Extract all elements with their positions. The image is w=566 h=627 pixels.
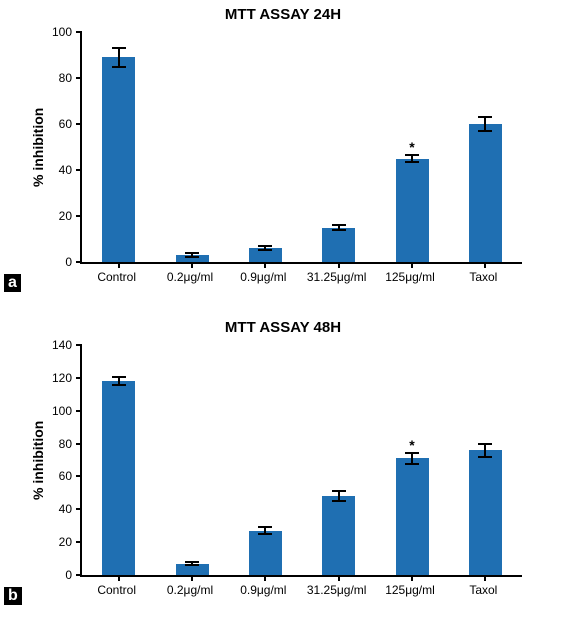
error-bar <box>118 48 120 66</box>
error-cap <box>405 463 419 465</box>
error-cap <box>478 130 492 132</box>
y-tick: 100 <box>32 24 82 40</box>
error-cap <box>185 564 199 566</box>
error-cap <box>332 490 346 492</box>
x-tick <box>338 262 340 268</box>
panel-corner-label: b <box>4 587 22 605</box>
bar <box>396 458 429 575</box>
x-tick <box>411 262 413 268</box>
y-tick: 40 <box>32 501 82 517</box>
x-tick <box>264 262 266 268</box>
bar <box>249 531 282 575</box>
x-category-label: 31.25μg/ml <box>307 270 367 284</box>
error-cap <box>478 456 492 458</box>
x-tick <box>484 575 486 581</box>
x-category-label: 0.9μg/ml <box>240 270 286 284</box>
chart-panel-a: MTT ASSAY 24H 020406080100* % inhibition Co… <box>0 0 566 313</box>
bar <box>396 159 429 263</box>
error-cap <box>112 384 126 386</box>
plot-area: 020406080100* <box>80 32 522 264</box>
x-tick <box>118 262 120 268</box>
bar <box>102 57 135 262</box>
error-cap <box>258 245 272 247</box>
y-tick: 100 <box>32 403 82 419</box>
x-category-label: 125μg/ml <box>385 583 435 597</box>
error-cap <box>332 224 346 226</box>
x-category-label: 0.9μg/ml <box>240 583 286 597</box>
error-cap <box>478 443 492 445</box>
chart-panel-b: MTT ASSAY 48H 020406080100120140* % inhibi… <box>0 313 566 627</box>
chart-title: MTT ASSAY 24H <box>0 6 566 23</box>
x-category-label: Control <box>97 583 136 597</box>
x-tick <box>264 575 266 581</box>
x-category-label: Taxol <box>469 270 497 284</box>
x-category-label: 0.2μg/ml <box>167 270 213 284</box>
x-tick <box>191 575 193 581</box>
x-category-label: 31.25μg/ml <box>307 583 367 597</box>
error-cap <box>112 376 126 378</box>
y-tick: 20 <box>32 208 82 224</box>
x-tick <box>484 262 486 268</box>
x-tick <box>118 575 120 581</box>
y-tick: 20 <box>32 534 82 550</box>
significance-marker: * <box>409 139 414 155</box>
error-cap <box>185 561 199 563</box>
y-axis-label: % inhibition <box>30 421 46 500</box>
error-cap <box>332 229 346 231</box>
y-tick: 80 <box>32 70 82 86</box>
y-tick: 0 <box>32 567 82 583</box>
x-category-label: Taxol <box>469 583 497 597</box>
error-cap <box>185 252 199 254</box>
error-cap <box>185 256 199 258</box>
bar <box>322 228 355 263</box>
error-cap <box>112 66 126 68</box>
x-tick <box>191 262 193 268</box>
significance-marker: * <box>409 437 414 453</box>
error-cap <box>478 116 492 118</box>
chart-title: MTT ASSAY 48H <box>0 319 566 336</box>
plot-area: 020406080100120140* <box>80 345 522 577</box>
y-tick: 140 <box>32 337 82 353</box>
y-axis-label: % inhibition <box>30 108 46 187</box>
bar <box>102 381 135 575</box>
x-tick <box>411 575 413 581</box>
error-cap <box>258 249 272 251</box>
y-tick: 120 <box>32 370 82 386</box>
figure-container: MTT ASSAY 24H 020406080100* % inhibition Co… <box>0 0 566 627</box>
error-cap <box>332 500 346 502</box>
panel-corner-label: a <box>4 274 21 292</box>
y-tick: 0 <box>32 254 82 270</box>
x-tick <box>338 575 340 581</box>
x-category-label: 125μg/ml <box>385 270 435 284</box>
error-cap <box>405 161 419 163</box>
bar <box>469 124 502 262</box>
error-cap <box>258 533 272 535</box>
error-bar <box>484 117 486 131</box>
bar <box>469 450 502 575</box>
error-cap <box>112 47 126 49</box>
x-category-label: Control <box>97 270 136 284</box>
error-cap <box>258 526 272 528</box>
bar <box>322 496 355 575</box>
x-category-label: 0.2μg/ml <box>167 583 213 597</box>
